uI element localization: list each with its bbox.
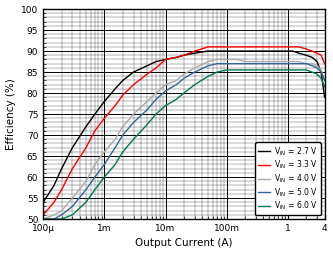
Y-axis label: Efficiency (%): Efficiency (%) xyxy=(6,78,16,150)
X-axis label: Output Current (A): Output Current (A) xyxy=(135,239,233,248)
Legend: $\mathregular{V_{IN}}$ = 2.7 V, $\mathregular{V_{IN}}$ = 3.3 V, $\mathregular{V_: $\mathregular{V_{IN}}$ = 2.7 V, $\mathre… xyxy=(255,142,321,215)
